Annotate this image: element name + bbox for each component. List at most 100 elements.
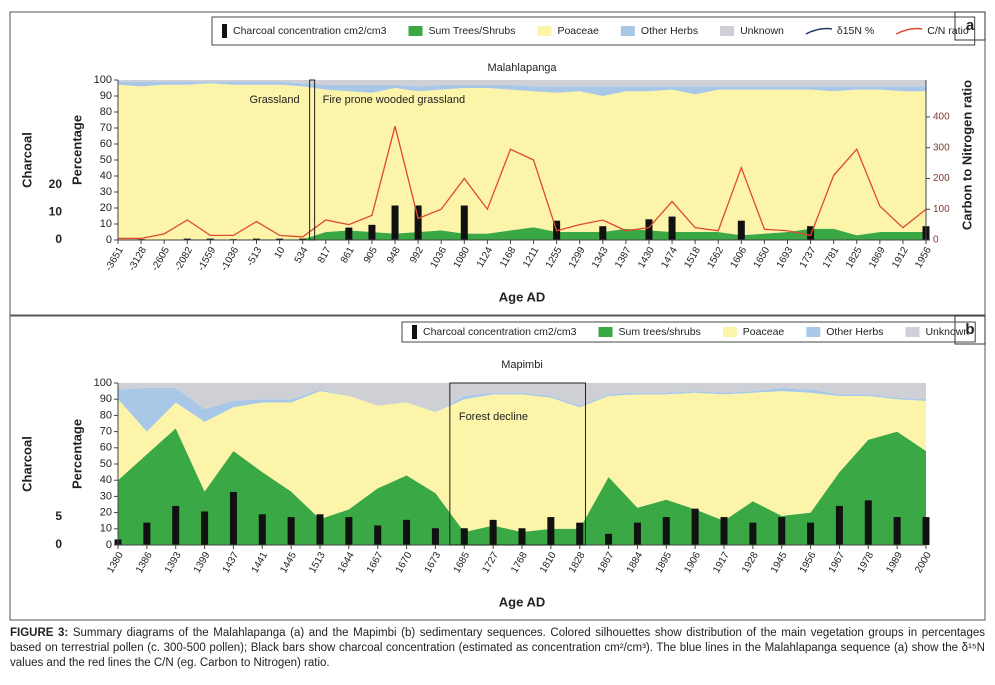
legend-swatch (805, 27, 832, 35)
y2-tick-label: 100 (933, 204, 950, 215)
x-tick-label: 1781 (821, 245, 842, 270)
x-tick-label: 1810 (538, 550, 559, 575)
legend-swatch (222, 24, 227, 38)
charcoal-bar (299, 238, 307, 240)
area (118, 83, 926, 240)
panel-label: b (965, 321, 974, 338)
y-tick-label: 40 (100, 170, 112, 182)
x-tick-label: 1670 (394, 550, 415, 575)
x-tick-label: 1956 (913, 245, 934, 270)
y2-tick-label: 200 (933, 173, 950, 184)
charcoal-bar (633, 522, 641, 545)
charcoal-bar (720, 517, 728, 545)
legend-swatch (408, 26, 423, 36)
annotation: Grassland (249, 94, 299, 106)
x-tick-label: 1380 (105, 550, 126, 575)
legend-swatch (620, 26, 635, 36)
y-tick-label: 20 (100, 202, 112, 214)
y-tick-label: 0 (106, 234, 112, 246)
charcoal-bar (605, 533, 613, 545)
charcoal-bar (778, 517, 786, 545)
charcoal-bar (576, 522, 584, 545)
x-tick-label: 1906 (682, 550, 703, 575)
charcoal-bar (518, 528, 526, 545)
x-tick-label: 1828 (567, 550, 588, 575)
x-tick-label: 1513 (307, 550, 328, 575)
panel-frame (9, 11, 986, 316)
legend-swatch (806, 327, 821, 337)
zone-box (449, 382, 586, 546)
x-tick-label: 905 (362, 245, 380, 265)
x-tick-label: 1693 (775, 245, 796, 270)
legend-label: Charcoal concentration cm2/cm3 (233, 25, 387, 37)
x-tick-label: -1559 (196, 245, 219, 273)
x-tick-label: 1673 (423, 550, 444, 575)
caption: FIGURE 3: Summary diagrams of the Malahl… (10, 626, 985, 671)
charcoal-bar (460, 528, 468, 545)
x-tick-label: 1867 (596, 550, 617, 575)
x-tick-label: -513 (245, 245, 265, 268)
legend-swatch (598, 327, 613, 337)
charcoal-bar (749, 522, 757, 545)
legend-label: Unknown (740, 25, 784, 37)
legend-swatch (895, 27, 923, 35)
charcoal-tick-label: 5 (55, 509, 62, 523)
charcoal-bar (345, 227, 353, 240)
area (118, 428, 926, 545)
x-tick-label: 861 (339, 245, 357, 265)
legend: Charcoal concentration cm2/cm3 Sum Trees/… (222, 24, 969, 38)
charcoal-bar (460, 205, 468, 240)
x-axis-title: Age AD (499, 289, 545, 304)
area (118, 227, 926, 240)
y-tick-label: 30 (100, 490, 112, 502)
legend-label: Other Herbs (641, 25, 698, 37)
legend-frame (401, 321, 976, 343)
charcoal-tick-label: 10 (49, 205, 63, 219)
charcoal-bar (691, 508, 699, 545)
legend-label: Sum trees/shrubs (619, 326, 701, 338)
figure: aMalahlapanga010203040506070809010001020… (9, 11, 986, 621)
y-tick-label: 100 (94, 377, 112, 389)
chart-title: Malahlapanga (487, 62, 557, 74)
x-tick-label: 2000 (913, 550, 934, 575)
y-tick-label: 70 (100, 122, 112, 134)
legend-label: Poaceae (743, 326, 785, 338)
legend-label: Poaceae (557, 25, 599, 37)
x-tick-label: 1518 (682, 245, 703, 270)
y-tick-label: 60 (100, 442, 112, 454)
y-tick-label: 30 (100, 186, 112, 198)
x-tick-label: 1299 (567, 245, 588, 270)
charcoal-bar (662, 517, 670, 545)
charcoal-bar (374, 525, 382, 545)
x-tick-label: 1825 (844, 245, 865, 270)
charcoal-bar (668, 216, 676, 240)
panel-label: a (966, 17, 975, 34)
x-tick-label: 1211 (521, 245, 541, 270)
charcoal-bar (201, 511, 209, 545)
chart-title: Mapimbi (501, 359, 543, 371)
y-tick-label: 70 (100, 426, 112, 438)
charcoal-bar (893, 517, 901, 545)
x-tick-label: 1869 (867, 245, 888, 270)
x-tick-label: 1441 (250, 550, 271, 575)
panel-label-box (954, 315, 986, 345)
charcoal-tick-label: 0 (55, 232, 62, 246)
y-axis-title: Percentage (69, 419, 84, 489)
y-tick-label: 0 (106, 539, 112, 551)
zone-boundary (309, 79, 316, 241)
charcoal-bar (143, 522, 151, 545)
charcoal-bar (864, 500, 872, 545)
charcoal-bar (276, 238, 284, 240)
charcoal-bar (368, 224, 376, 240)
x-tick-label: 1430 (636, 245, 657, 270)
legend-swatch (905, 327, 920, 337)
x-tick-label: -2605 (150, 245, 173, 273)
line (118, 125, 927, 240)
x-tick-label: -2082 (173, 245, 196, 273)
y-tick-label: 20 (100, 507, 112, 519)
legend-label: Unknown (925, 326, 969, 338)
y-tick-label: 60 (100, 138, 112, 150)
charcoal-bar (316, 514, 324, 545)
charcoal-bar (737, 220, 745, 240)
charcoal-bar (258, 514, 266, 545)
